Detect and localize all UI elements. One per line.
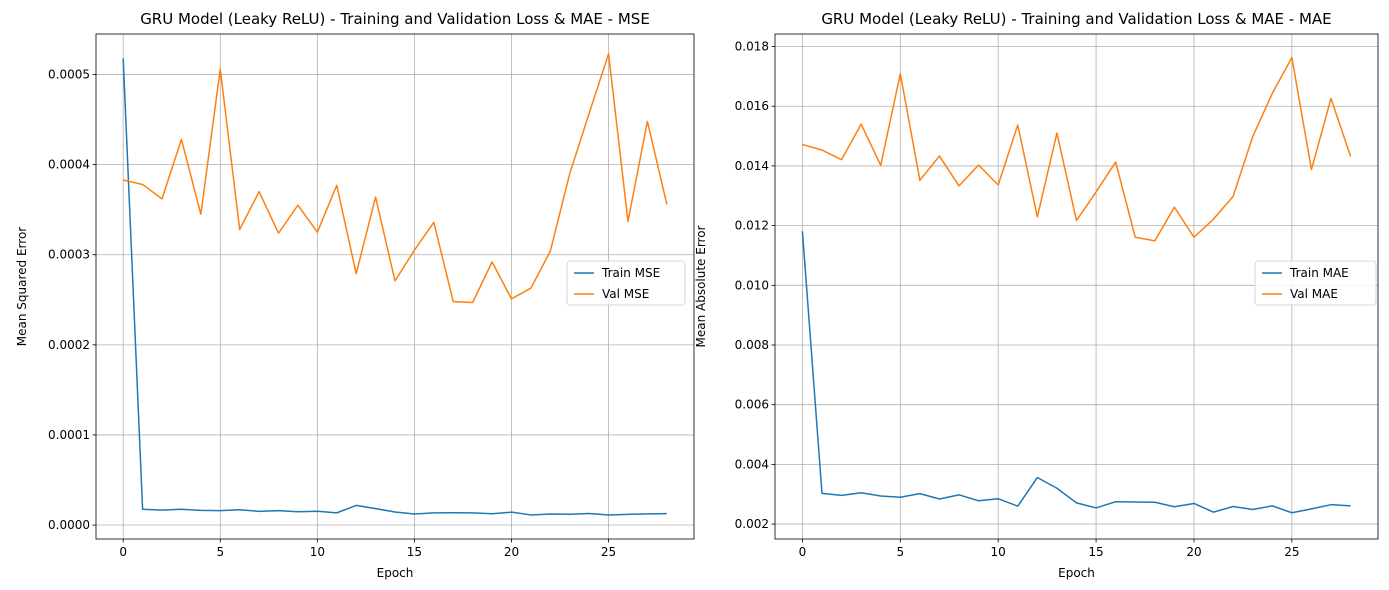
series-line-train-mse	[122, 58, 667, 516]
x-tick-label: 10	[310, 545, 325, 559]
x-tick-label: 20	[1186, 545, 1201, 559]
series-line-val-mae	[802, 56, 1352, 242]
y-tick-label: 0.004	[735, 457, 769, 471]
legend: Train MAE Val MAE	[1254, 260, 1377, 306]
y-axis-label: Mean Squared Error	[15, 227, 29, 347]
y-tick-label: 0.0001	[48, 428, 90, 442]
y-tick-label: 0.014	[735, 159, 769, 173]
x-tick-label: 10	[991, 545, 1006, 559]
y-tick-label: 0.008	[735, 338, 769, 352]
legend-box	[566, 260, 686, 306]
legend-box	[1254, 260, 1377, 306]
x-tick-label: 0	[799, 545, 807, 559]
legend-label: Val MSE	[602, 287, 649, 301]
y-axis-label: Mean Absolute Error	[694, 225, 708, 347]
legend-label: Val MAE	[1290, 287, 1338, 301]
chart-title: GRU Model (Leaky ReLU) - Training and Va…	[821, 10, 1331, 28]
x-tick-label: 5	[216, 545, 224, 559]
series-line-train-mae	[801, 231, 1351, 514]
y-tick-label: 0.012	[735, 219, 769, 233]
legend-label: Train MSE	[601, 266, 660, 280]
y-tick-label: 0.0005	[48, 68, 90, 82]
legend: Train MSE Val MSE	[566, 260, 686, 306]
x-tick-label: 5	[896, 545, 904, 559]
x-tick-label: 20	[504, 545, 519, 559]
x-axis-label: Epoch	[1058, 566, 1095, 580]
y-tick-label: 0.0000	[48, 518, 90, 532]
chart-panel-mse: 0 5 10 15 20 25 0.0000 0.0001 0.0002 0.0003 0.0004…	[15, 10, 695, 580]
y-tick-label: 0.002	[735, 517, 769, 531]
y-tick-label: 0.006	[735, 398, 769, 412]
plot-frame	[95, 33, 695, 540]
y-tick-label: 0.016	[735, 99, 769, 113]
y-tick-label: 0.018	[735, 40, 769, 54]
chart-panel-mae: 0 5 10 15 20 25 0.002 0.004 0.006 0.008 0.010 0.012…	[694, 10, 1379, 580]
y-tick-label: 0.0002	[48, 338, 90, 352]
chart-title: GRU Model (Leaky ReLU) - Training and Va…	[140, 10, 650, 28]
series-line-val-mse	[123, 53, 668, 304]
x-tick-label: 25	[1284, 545, 1299, 559]
x-tick-label: 15	[407, 545, 422, 559]
plot-frame	[774, 33, 1379, 540]
x-axis-label: Epoch	[377, 566, 414, 580]
y-tick-label: 0.0003	[48, 248, 90, 262]
x-tick-label: 15	[1088, 545, 1103, 559]
x-tick-label: 25	[601, 545, 616, 559]
legend-label: Train MAE	[1289, 266, 1349, 280]
x-tick-label: 0	[119, 545, 127, 559]
y-tick-label: 0.010	[735, 278, 769, 292]
y-tick-label: 0.0004	[48, 158, 90, 172]
